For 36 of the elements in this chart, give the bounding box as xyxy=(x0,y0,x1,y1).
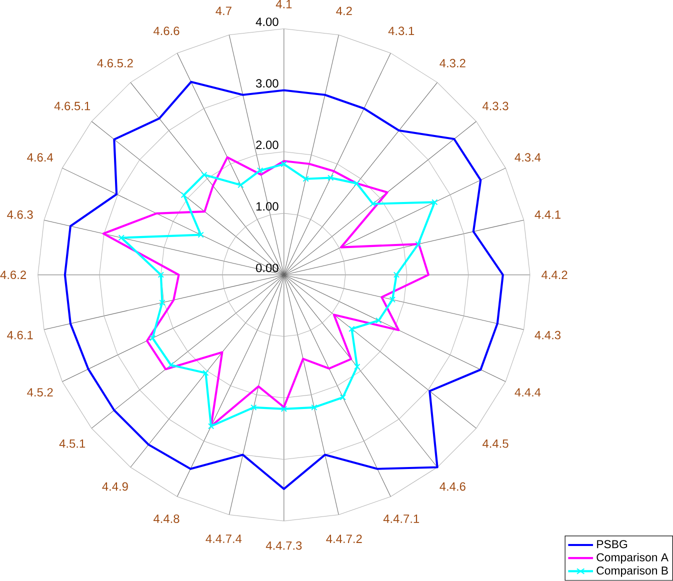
legend-label: PSBG xyxy=(597,540,628,548)
spoke-label: 4.4.6 xyxy=(440,482,466,491)
spoke-label: 4.4.7.4 xyxy=(206,534,242,544)
spoke-label: 4.4.5 xyxy=(482,440,508,448)
spoke-label: 4.7 xyxy=(216,6,232,16)
y-tick-label: 4.00 xyxy=(256,18,278,26)
y-tick-label: 3.00 xyxy=(256,79,278,88)
spoke-label: 4.4.1 xyxy=(534,210,560,219)
spoke-label: 4.3.1 xyxy=(388,26,414,36)
spoke-label: 4.4.9 xyxy=(102,482,128,491)
spoke-label: 4.6.3 xyxy=(7,210,33,219)
spoke-label: 4.6.2 xyxy=(0,270,26,280)
spoke-label: 4.6.5.2 xyxy=(97,59,133,68)
y-tick-label: 0.00 xyxy=(256,264,278,272)
y-tick-label: 2.00 xyxy=(256,140,278,150)
spoke-label: 4.6.5.1 xyxy=(54,102,90,110)
spoke-label: 4.4.7.3 xyxy=(266,541,302,550)
spoke-label: 4.5.1 xyxy=(59,440,86,448)
spoke-label: 4.4.2 xyxy=(542,270,568,280)
legend-label: Comparison B xyxy=(596,566,668,577)
spoke-label: 4.4.7.1 xyxy=(383,514,420,524)
spoke-label: 4.3.4 xyxy=(514,153,541,162)
spoke-label: 4.6.1 xyxy=(7,330,33,340)
spoke-label: 4.6.4 xyxy=(27,153,54,162)
spoke-label: 4.6.6 xyxy=(153,26,180,36)
spoke-label: 4.4.4 xyxy=(514,388,541,397)
spoke-label: 4.3.3 xyxy=(482,102,508,110)
spoke-label: 4.3.2 xyxy=(440,59,466,68)
spoke-label: 4.4.8 xyxy=(153,514,180,524)
spoke-label: 4.4.3 xyxy=(534,330,561,340)
spoke-label: 4.4.7.2 xyxy=(326,534,362,544)
spoke-label: 4.2 xyxy=(336,6,352,16)
y-tick-label: 1.00 xyxy=(256,202,278,211)
spoke-label: 4.1 xyxy=(276,0,292,8)
legend-label: Comparison A xyxy=(596,553,668,564)
spoke-label: 4.5.2 xyxy=(27,388,53,397)
